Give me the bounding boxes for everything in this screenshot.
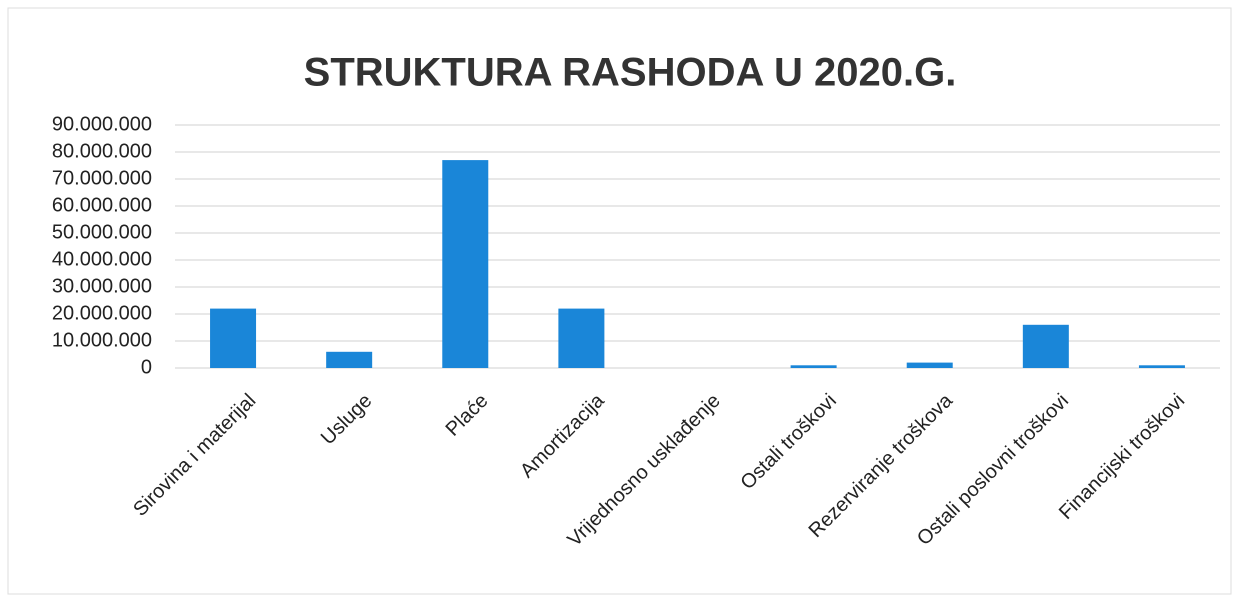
- bar: [790, 365, 837, 368]
- bar: [442, 160, 489, 368]
- y-tick-label: 90.000.000: [52, 113, 152, 135]
- bar: [906, 362, 953, 368]
- chart-title: STRUKTURA RASHODA U 2020.G.: [304, 51, 957, 95]
- bar: [1138, 365, 1185, 368]
- y-tick-label: 60.000.000: [52, 194, 152, 216]
- x-tick-label: Amortizacija: [516, 389, 609, 482]
- chart-frame: [7, 7, 1232, 595]
- bar: [326, 351, 373, 368]
- y-tick-label: 10.000.000: [52, 329, 152, 351]
- y-tick-label: 30.000.000: [52, 275, 152, 297]
- y-tick-label: 40.000.000: [52, 248, 152, 270]
- x-tick-label: Usluge: [317, 390, 377, 450]
- bar: [558, 308, 605, 368]
- x-tick-label: Financijski troškovi: [1055, 390, 1189, 524]
- y-tick-label: 20.000.000: [52, 302, 152, 324]
- x-tick-label: Plaće: [442, 390, 493, 441]
- y-tick-label: 50.000.000: [52, 221, 152, 243]
- bar: [210, 308, 257, 368]
- y-tick-label: 80.000.000: [52, 140, 152, 162]
- y-tick-label: 0: [141, 356, 152, 378]
- x-tick-label: Ostali troškovi: [737, 390, 841, 494]
- bar: [1022, 324, 1069, 368]
- x-tick-label: Sirovina i materijal: [129, 390, 260, 521]
- y-tick-label: 70.000.000: [52, 167, 152, 189]
